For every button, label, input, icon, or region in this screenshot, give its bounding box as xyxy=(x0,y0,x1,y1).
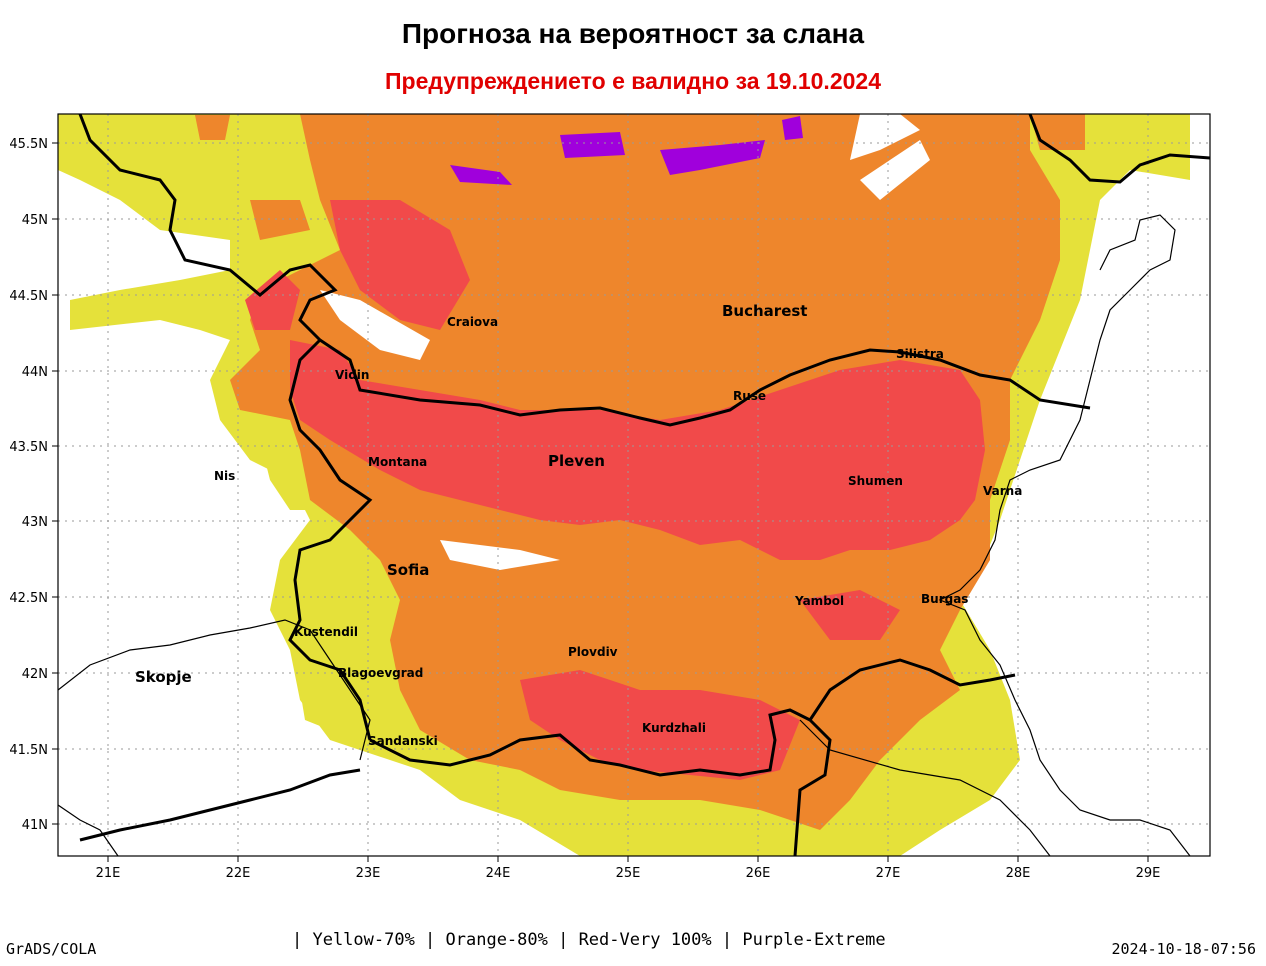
city-label-yambol: Yambol xyxy=(794,594,844,608)
city-label-kustendil: Kustendil xyxy=(294,625,358,639)
gap-east xyxy=(850,114,920,160)
longitude-labels: 21E 22E 23E 24E 25E 26E 27E 28E 29E xyxy=(96,866,1161,881)
orange-spot-romania-west xyxy=(250,200,310,240)
latitude-labels: 45.5N 45N 44.5N 44N 43.5N 43N 42.5N 42N … xyxy=(9,137,48,833)
city-label-craiova: Craiova xyxy=(447,315,498,329)
border-danube xyxy=(319,338,1091,427)
border-west xyxy=(58,804,119,856)
gap-sofia xyxy=(440,540,560,570)
border-greece-turkey-thick xyxy=(793,718,832,856)
city-label-montana: Montana xyxy=(368,455,427,469)
city-label-kurdzhali: Kurdzhali xyxy=(642,721,706,735)
lat-label: 43N xyxy=(22,515,48,530)
border-bulgaria-turkey xyxy=(808,658,1016,721)
lon-label: 21E xyxy=(96,866,121,881)
city-label-nis: Nis xyxy=(214,469,235,483)
lat-label: 44.5N xyxy=(9,289,48,304)
border-romania-moldova xyxy=(1028,114,1210,184)
color-legend: | Yellow-70% | Orange-80% | Red-Very 100… xyxy=(292,930,886,950)
border-north-macedonia xyxy=(58,619,371,761)
lat-label: 45N xyxy=(22,213,48,228)
orange-spot-nw xyxy=(195,115,230,140)
lat-label: 42N xyxy=(22,667,48,682)
city-labels: Craiova Bucharest Silistra Vidin Ruse Ni… xyxy=(135,302,1022,748)
purple-spot-2 xyxy=(450,165,512,185)
lat-label: 42.5N xyxy=(9,591,48,606)
red-region-north xyxy=(330,200,470,330)
purple-spot-4 xyxy=(782,116,803,140)
lon-label: 22E xyxy=(226,866,251,881)
thick-borders xyxy=(78,114,1210,856)
border-bulgaria-greece xyxy=(369,708,811,777)
lat-label: 45.5N xyxy=(9,137,48,152)
lon-label: 26E xyxy=(746,866,771,881)
city-label-sofia: Sofia xyxy=(387,561,429,579)
city-label-silistra: Silistra xyxy=(896,347,944,361)
city-label-burgas: Burgas xyxy=(921,592,968,606)
lon-label: 29E xyxy=(1136,866,1161,881)
city-label-varna: Varna xyxy=(983,484,1022,498)
red-region-east-south xyxy=(800,590,900,640)
city-label-plovdiv: Plovdiv xyxy=(568,645,618,659)
lon-label: 27E xyxy=(876,866,901,881)
purple-spot-1 xyxy=(560,132,625,158)
plot-frame xyxy=(57,113,1211,857)
border-romania-serbia xyxy=(78,114,338,342)
lon-label: 25E xyxy=(616,866,641,881)
validity-subtitle: Предупреждението е валидно за 19.10.2024 xyxy=(384,68,881,94)
border-bulgaria-serbia xyxy=(288,338,373,741)
city-label-ruse: Ruse xyxy=(733,389,766,403)
border-greece-macedonia xyxy=(79,768,361,842)
lat-label: 43.5N xyxy=(9,440,48,455)
page-title: Прогноза на вероятност за слана xyxy=(401,18,865,49)
yellow-spot-south xyxy=(300,690,340,730)
city-label-skopje: Skopje xyxy=(135,668,192,686)
red-region-main xyxy=(290,340,985,560)
city-label-pleven: Pleven xyxy=(548,452,605,470)
gap-bucharest xyxy=(860,140,930,200)
city-label-shumen: Shumen xyxy=(848,474,903,488)
gap-craiova xyxy=(320,290,430,360)
black-sea-coast xyxy=(938,214,1191,856)
lon-label: 23E xyxy=(356,866,381,881)
lon-label: 28E xyxy=(1006,866,1031,881)
purple-spot-3 xyxy=(660,140,765,175)
lat-label: 41.5N xyxy=(9,743,48,758)
red-region-south xyxy=(520,670,800,780)
lat-label: 41N xyxy=(22,818,48,833)
axis-ticks xyxy=(52,142,1149,862)
generated-timestamp: 2024-10-18-07:56 xyxy=(1111,940,1257,958)
city-label-bucharest: Bucharest xyxy=(722,302,807,320)
red-region-nw xyxy=(245,270,300,330)
map-grid xyxy=(58,114,1210,856)
city-label-blagoevgrad: Blagoevgrad xyxy=(338,666,423,680)
lat-label: 44N xyxy=(22,365,48,380)
lon-label: 24E xyxy=(486,866,511,881)
city-label-vidin: Vidin xyxy=(335,368,369,382)
grads-credit: GrADS/COLA xyxy=(6,940,97,958)
city-label-sandanski: Sandanski xyxy=(368,734,438,748)
